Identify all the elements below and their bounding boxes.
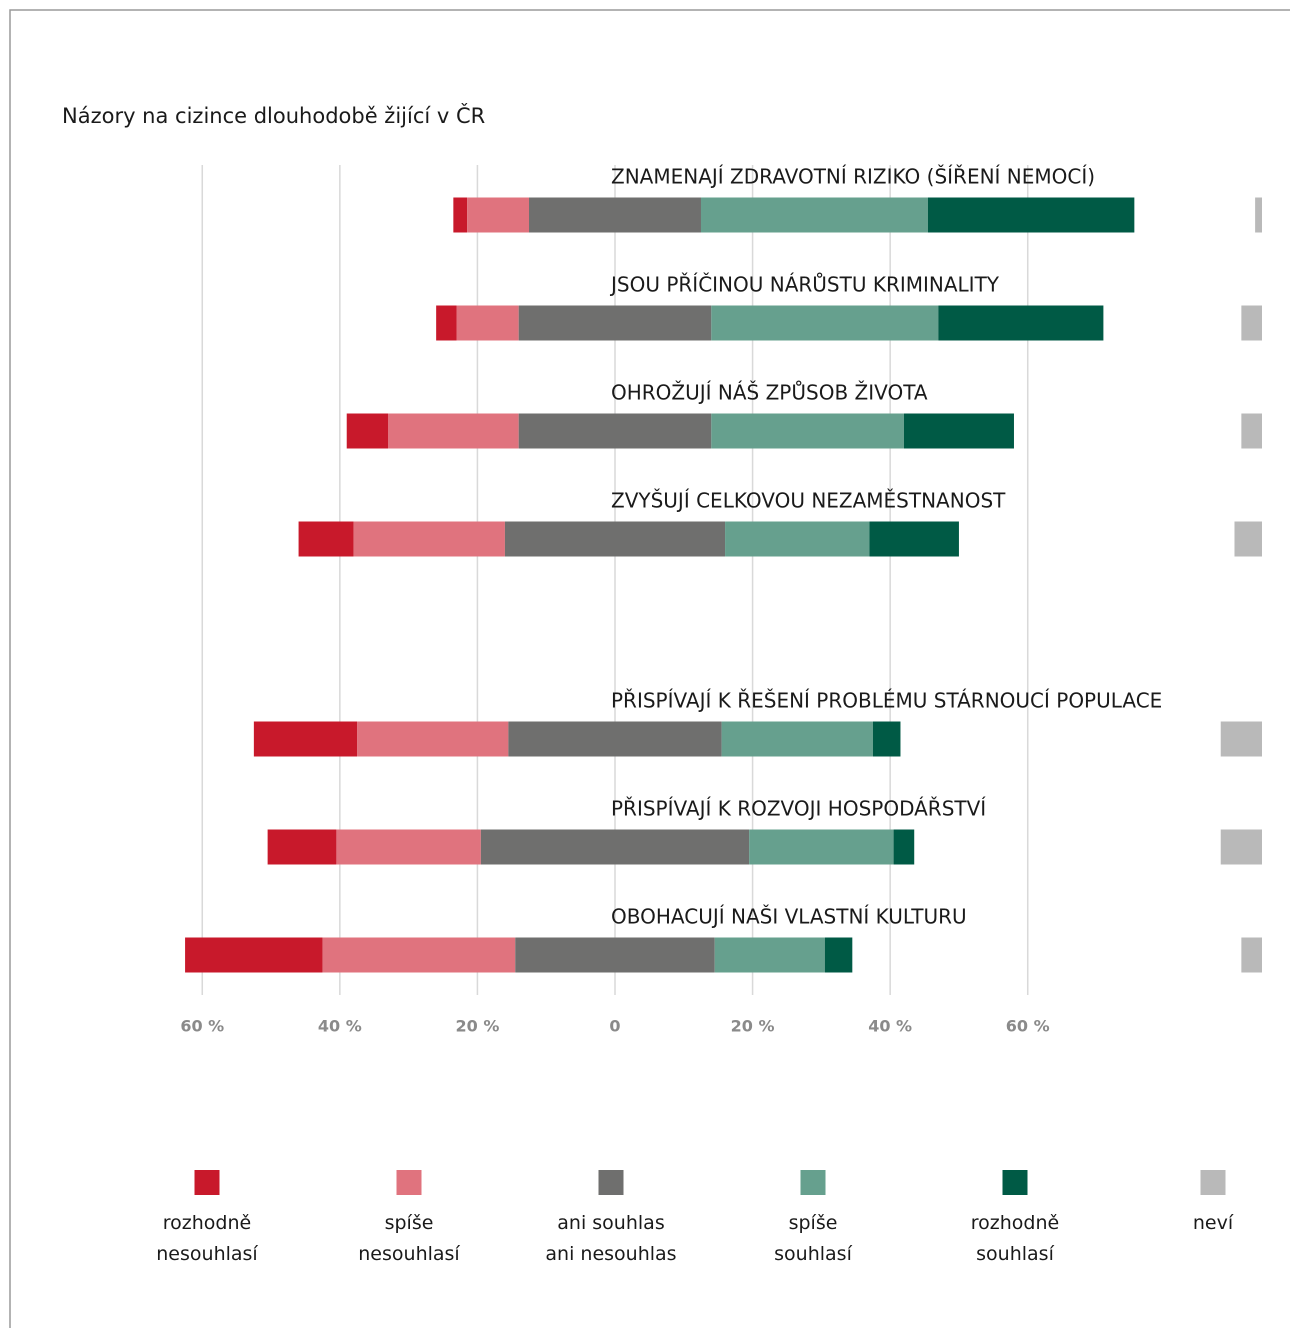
legend-label: spíše nesouhlasí [358,1212,460,1265]
bar-segment [700,197,928,233]
bar-segment [480,829,750,865]
category-label: JSOU PŘÍČINOU NÁRŮSTU KRIMINALITY [609,273,1000,297]
bar-segment [893,829,915,865]
frame [9,9,1290,1328]
bar-segment [508,721,722,757]
bar-segment [357,721,509,757]
bar-segment [711,305,939,341]
bar-segment [518,413,712,449]
bar-segment [436,305,457,341]
legend-label: rozhodně nesouhlasí [156,1212,258,1265]
legend-swatch [598,1170,624,1195]
x-tick-label: 0 [609,1017,620,1036]
bar-segment [253,721,358,757]
category-label: OHROŽUJÍ NÁŠ ZPŮSOB ŽIVOTA [611,381,928,405]
category-label: PŘISPÍVAJÍ K ROZVOJI HOSPODÁŘSTVÍ [611,797,986,821]
legend-label: rozhodně souhlasí [970,1212,1060,1265]
bar-segment [185,937,323,973]
legend-swatch [1200,1170,1226,1195]
bar-segment [1255,197,1262,233]
bar-segment [1220,829,1262,865]
bar-segment [749,829,894,865]
bar-segment [298,521,354,557]
category-label: ZVYŠUJÍ CELKOVOU NEZAMĚSTNANOST [611,489,1006,513]
x-tick-label: 20 % [731,1017,775,1036]
bar-segment [824,937,853,973]
bar-segment [515,937,715,973]
bar-segment [453,197,468,233]
bar-segment [518,305,712,341]
bar-segment [1220,721,1262,757]
chart-title: Názory na cizince dlouhodobě žijící v ČR [62,103,485,128]
bar-segment [938,305,1104,341]
bar-segment [456,305,519,341]
x-tick-label: 40 % [318,1017,362,1036]
bar-segment [467,197,530,233]
bar-segment [1241,305,1262,341]
bar-segment [336,829,481,865]
x-tick-label: 40 % [868,1017,912,1036]
bar-segment [1241,413,1262,449]
category-label: ZNAMENAJÍ ZDRAVOTNÍ RIZIKO (ŠÍŘENÍ NEMOC… [611,165,1095,189]
bar-segment [388,413,519,449]
bar-segment [529,197,701,233]
legend-swatch [194,1170,220,1195]
bar-segment [721,721,873,757]
x-tick-label: 20 % [455,1017,499,1036]
bar-segment [872,721,901,757]
legend-swatch [800,1170,826,1195]
x-tick-label: 60 % [180,1017,224,1036]
bar-segment [903,413,1014,449]
legend-label: spíše souhlasí [774,1212,852,1265]
bar-segment [725,521,870,557]
x-tick-label: 60 % [1006,1017,1050,1036]
legend-swatch [396,1170,422,1195]
bar-segment [927,197,1135,233]
category-label: PŘISPÍVAJÍ K ŘEŠENÍ PROBLÉMU STÁRNOUCÍ P… [611,689,1162,713]
legend-label: ani souhlas ani nesouhlas [545,1212,677,1265]
bar-segment [504,521,726,557]
bar-segment [1241,937,1262,973]
bar-segment [714,937,825,973]
bar-segment [869,521,959,557]
category-label: OBOHACUJÍ NAŠI VLASTNÍ KULTURU [611,905,967,929]
bar-segment [1234,521,1262,557]
bar-segment [711,413,904,449]
bar-segment [353,521,505,557]
legend-swatch [1002,1170,1028,1195]
legend-label: neví [1192,1212,1234,1234]
bar-segment [346,413,388,449]
bar-segment [322,937,516,973]
bar-segment [267,829,337,865]
